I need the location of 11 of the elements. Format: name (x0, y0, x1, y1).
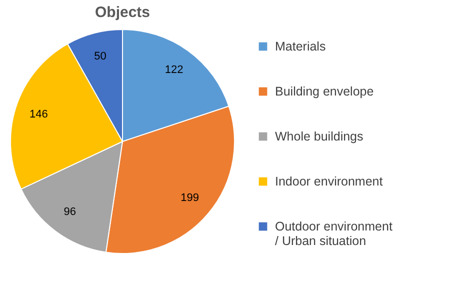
legend-label: Outdoor environment / Urban situation (275, 220, 393, 248)
legend-label: Indoor environment (275, 174, 384, 188)
data-label: 122 (164, 64, 184, 76)
legend-label: Building envelope (275, 84, 374, 98)
data-label: 50 (94, 50, 106, 62)
legend-label: Whole buildings (275, 130, 364, 144)
chart-title: Objects (94, 4, 150, 21)
legend-label: Materials (275, 40, 326, 54)
data-label: 199 (180, 192, 200, 204)
data-label: 146 (30, 108, 48, 121)
data-label: 96 (64, 206, 76, 218)
